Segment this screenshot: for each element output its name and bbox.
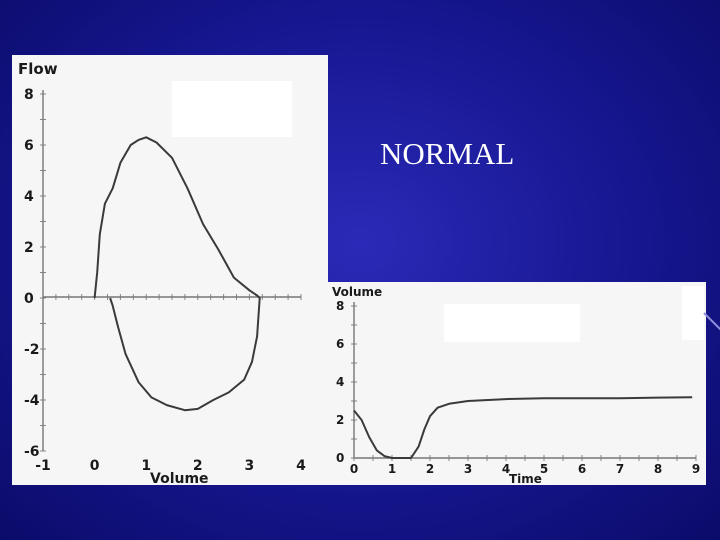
vt-x-tick-label: 2 <box>426 462 434 476</box>
vt-series-line-0 <box>353 396 693 459</box>
fv-x-tick-label: 0 <box>90 458 100 474</box>
vt-y-tick-label: 0 <box>336 451 344 465</box>
fv-y-tick-label: 6 <box>24 138 34 154</box>
fv-x-tick-label: 3 <box>245 458 255 474</box>
redacted-label-block <box>444 304 580 342</box>
flow-volume-chart: -1 0 1 2 3 4 8 6 4 2 0 -2 -4 -6 Flow Volume <box>18 60 306 487</box>
vt-x-tick-label: 6 <box>578 462 586 476</box>
vt-x-tick-label: 0 <box>350 462 358 476</box>
flow-volume-y-axis-label: Flow <box>18 60 58 78</box>
fv-x-tick-label: 2 <box>193 458 203 474</box>
flow-volume-x-axis-label: Volume <box>150 471 209 487</box>
flow-volume-axis-ticks <box>40 93 302 452</box>
fv-y-tick-label: -4 <box>24 393 40 409</box>
volume-time-y-axis-label: Volume <box>332 285 382 299</box>
vt-x-tick-label: 9 <box>692 462 700 476</box>
flow-volume-axes <box>42 90 301 451</box>
vt-x-tick-label: 1 <box>388 462 396 476</box>
vt-y-tick-label: 4 <box>336 375 344 389</box>
flow-volume-tick-labels: -1 0 1 2 3 4 8 6 4 2 0 -2 -4 -6 <box>24 87 306 474</box>
fv-x-tick-label: -1 <box>35 458 51 474</box>
volume-time-series <box>353 396 693 459</box>
volume-time-axis-ticks <box>351 305 697 461</box>
flow-volume-series <box>93 136 261 412</box>
fv-y-tick-label: 4 <box>24 189 34 205</box>
volume-time-x-axis-label: Time <box>509 472 542 486</box>
fv-y-tick-label: -2 <box>24 342 40 358</box>
vt-y-tick-label: 8 <box>336 299 344 313</box>
fv-y-tick-label: 2 <box>24 240 34 256</box>
redacted-label-block <box>172 81 292 137</box>
fv-series-line-0 <box>93 136 261 412</box>
vt-x-tick-label: 8 <box>654 462 662 476</box>
fv-y-tick-label: -6 <box>24 444 40 460</box>
vt-x-tick-label: 7 <box>616 462 624 476</box>
volume-time-axes <box>353 302 696 459</box>
fv-y-tick-label: 8 <box>24 87 34 103</box>
volume-time-chart-panel: 0 1 2 3 4 5 6 7 8 9 8 6 4 2 0 Volume Time <box>326 282 706 486</box>
volume-time-chart: 0 1 2 3 4 5 6 7 8 9 8 6 4 2 0 Volume Time <box>332 285 700 486</box>
vt-y-tick-label: 2 <box>336 413 344 427</box>
vt-x-tick-label: 4 <box>502 462 510 476</box>
fv-y-tick-label: 0 <box>24 291 34 307</box>
slide-title: NORMAL <box>380 136 515 171</box>
fv-x-tick-label: 4 <box>296 458 306 474</box>
volume-time-tick-labels: 0 1 2 3 4 5 6 7 8 9 8 6 4 2 0 <box>336 299 700 476</box>
fv-x-tick-label: 1 <box>141 458 151 474</box>
vt-x-tick-label: 5 <box>540 462 548 476</box>
vt-y-tick-label: 6 <box>336 337 344 351</box>
flow-volume-chart-panel: -1 0 1 2 3 4 8 6 4 2 0 -2 -4 -6 Flow Volume <box>12 55 328 487</box>
vt-x-tick-label: 3 <box>464 462 472 476</box>
redacted-label-block <box>682 286 704 340</box>
